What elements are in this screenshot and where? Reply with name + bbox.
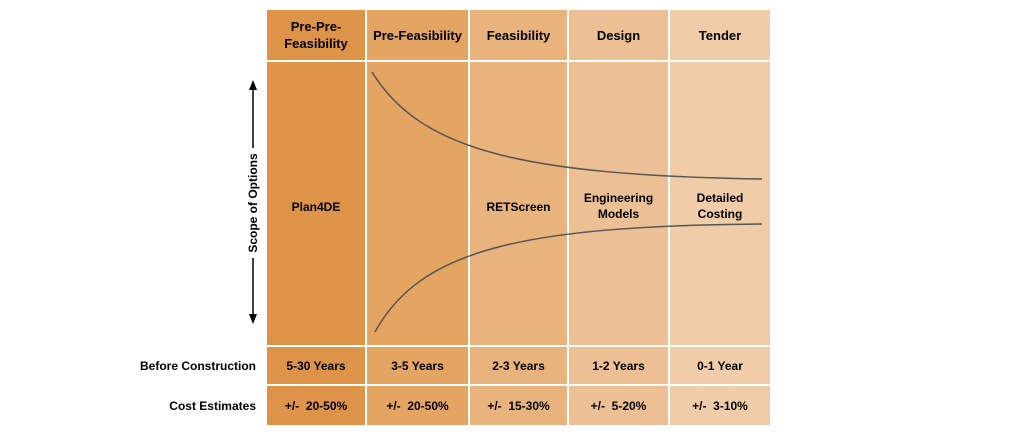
- row-label-before-construction: Before Construction: [139, 358, 256, 373]
- before-construction-tender: 0-1 Year: [697, 358, 743, 373]
- cost-estimate-pre-feasibility: +/- 20-50%: [386, 398, 449, 413]
- header-feasibility: Feasibility: [486, 27, 551, 43]
- divider-cost-estimates: [267, 384, 770, 386]
- scope-axis-down-arrowhead: [249, 314, 257, 324]
- before-construction-pre-feasibility: 3-5 Years: [391, 358, 444, 373]
- phase-column-design: [569, 10, 668, 425]
- header-pre-feasibility: Pre-Feasibility: [373, 27, 462, 43]
- divider-before-construction: [267, 345, 770, 347]
- cost-estimate-design: +/- 5-20%: [590, 398, 647, 413]
- header-design: Design: [596, 27, 641, 43]
- before-construction-feasibility: 2-3 Years: [492, 358, 545, 373]
- tool-pre-pre-feasibility: Plan4DE: [291, 200, 341, 214]
- cost-estimate-feasibility: +/- 15-30%: [487, 398, 550, 413]
- before-construction-design: 1-2 Years: [592, 358, 645, 373]
- phase-column-pre-feasibility: [367, 10, 468, 425]
- tool-feasibility: RETScreen: [486, 200, 551, 214]
- header-tender: Tender: [698, 27, 742, 43]
- cost-estimate-tender: +/- 3-10%: [692, 398, 748, 413]
- divider-col-2: [468, 10, 470, 425]
- upper-scope-curve: [371, 71, 763, 180]
- divider-col-4: [668, 10, 670, 425]
- cost-estimate-pre-pre-feasibility: +/- 20-50%: [284, 398, 348, 413]
- divider-col-3: [567, 10, 569, 425]
- phase-column-pre-pre-feasibility: [267, 10, 365, 425]
- before-construction-pre-pre-feasibility: 5-30 Years: [286, 358, 346, 373]
- lower-scope-curve: [374, 223, 763, 333]
- divider-col-1: [365, 10, 367, 425]
- scope-axis-up-arrowhead: [249, 80, 257, 90]
- row-label-cost-estimates: Cost Estimates: [169, 398, 256, 413]
- scope-of-options-label: Scope of Options: [246, 153, 260, 253]
- phase-column-tender: [670, 10, 770, 425]
- phase-column-feasibility: [470, 10, 567, 425]
- header-pre-pre-feasibility: Pre-Pre- Feasibility: [284, 19, 348, 51]
- divider-header: [267, 60, 770, 62]
- tool-tender: Detailed Costing: [696, 191, 744, 221]
- tool-design: Engineering Models: [583, 191, 654, 221]
